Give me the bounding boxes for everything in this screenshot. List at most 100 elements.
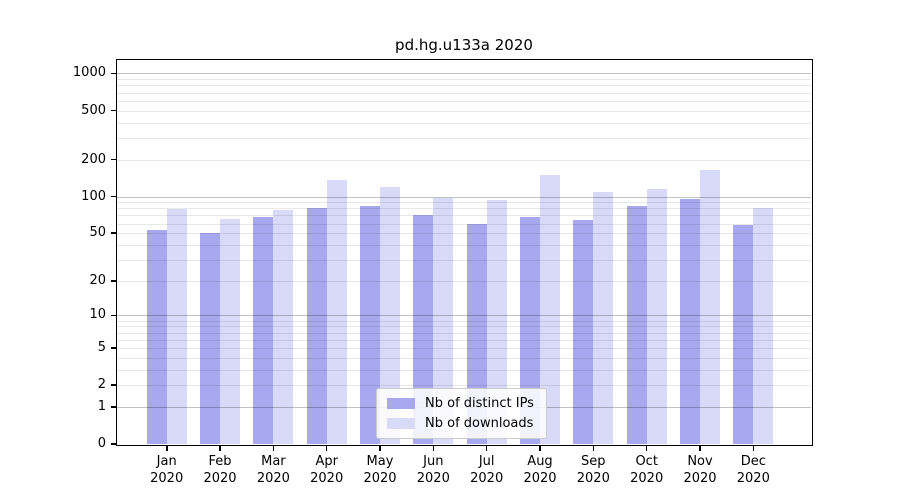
bar-oct-downloads [646,189,667,444]
bar-mar-distinct-ips [253,216,274,444]
gridline-minor [117,79,811,81]
gridline-minor [117,244,811,246]
bar-sep-downloads [593,191,614,444]
x-tick-label-mar: Mar 2020 [256,454,290,486]
gridline-minor [117,332,811,334]
y-tick [110,314,116,317]
y-tick [110,195,116,198]
gridline-minor [117,208,811,210]
legend: Nb of distinct IPs Nb of downloads [376,388,547,439]
bar-feb-downloads [220,218,240,444]
x-tick-label-feb: Feb 2020 [203,454,237,486]
bar-mar-downloads [273,209,294,444]
gridline-minor [117,92,811,94]
gridline-major [117,196,811,198]
x-tick-label-jan: Jan 2020 [150,454,184,486]
gridline-minor [117,357,811,359]
x-tick-label-may: May 2020 [363,454,397,486]
x-tick [485,445,488,451]
x-tick [379,445,381,451]
bar-jul-downloads [486,200,507,444]
bar-dec-downloads [753,208,774,444]
x-tick-label-jul: Jul 2020 [470,454,504,486]
y-tick-label: 50 [89,225,106,241]
x-tick [699,445,701,451]
y-tick-label: 10 [89,307,106,323]
y-tick [110,72,116,75]
bar-nov-downloads [700,169,720,444]
y-tick-label: 5 [97,339,106,355]
y-tick-label: 0 [97,436,106,451]
y-tick-label: 2 [97,377,106,393]
legend-label-distinct-ips: Nb of distinct IPs [425,396,534,411]
gridline-minor [117,122,811,124]
gridline-major [117,315,811,317]
y-tick [110,109,116,112]
gridline-minor [117,259,811,261]
gridline-minor [117,215,811,217]
x-tick [219,445,221,451]
y-tick-label: 100 [81,188,106,204]
x-tick-label-dec: Dec 2020 [736,454,770,486]
x-tick [432,445,435,451]
bar-jan-distinct-ips [146,230,167,444]
bar-dec-distinct-ips [733,225,754,444]
y-tick [110,232,116,234]
gridline-minor [117,347,811,349]
gridline-minor [117,326,811,328]
gridline-minor [117,202,811,204]
gridline-minor [117,85,811,87]
bar-feb-distinct-ips [200,233,220,444]
bar-jun-distinct-ips [413,214,434,444]
x-tick [592,445,595,451]
gridline-minor [117,280,811,282]
gridline-minor [117,110,811,112]
bar-nov-distinct-ips [680,198,700,444]
y-tick-label: 200 [81,151,106,167]
y-tick [110,347,116,349]
gridline-minor [117,339,811,341]
gridline-minor [117,100,811,102]
y-tick [110,384,116,386]
gridline-minor [117,385,811,387]
y-tick-label: 1000 [72,65,106,81]
x-tick [272,445,275,451]
bar-oct-distinct-ips [626,206,647,444]
gridline-minor [117,320,811,322]
legend-label-downloads: Nb of downloads [425,416,534,431]
gridline-minor [117,223,811,225]
x-tick [166,445,168,451]
bar-apr-downloads [326,180,347,444]
x-tick-label-sep: Sep 2020 [576,454,610,486]
bar-may-downloads [380,187,400,444]
bar-jan-downloads [166,209,187,444]
gridline-major [117,73,811,75]
bar-may-distinct-ips [360,206,380,444]
x-tick [645,445,648,451]
gridline-minor [117,369,811,371]
bar-sep-distinct-ips [573,220,594,444]
x-tick-label-nov: Nov 2020 [683,454,717,486]
y-tick-label: 20 [89,272,106,288]
y-tick [110,443,116,445]
x-tick [752,445,755,451]
legend-swatch-distinct-ips [387,398,415,409]
bar-apr-distinct-ips [306,208,327,444]
gridline-minor [117,159,811,161]
x-tick-label-apr: Apr 2020 [310,454,344,486]
y-tick [110,406,116,408]
x-tick-label-oct: Oct 2020 [630,454,664,486]
x-tick [539,445,541,451]
y-tick-label: 1 [97,398,106,414]
x-tick [325,445,328,451]
bar-aug-downloads [540,175,560,444]
bar-jun-downloads [433,197,454,444]
bar-aug-distinct-ips [520,216,540,444]
y-tick [110,280,116,282]
y-tick [110,158,116,161]
y-tick-label: 500 [81,102,106,118]
legend-swatch-downloads [387,418,415,429]
x-tick-label-aug: Aug 2020 [523,454,557,486]
gridline-minor [117,137,811,139]
gridline-minor [117,233,811,235]
